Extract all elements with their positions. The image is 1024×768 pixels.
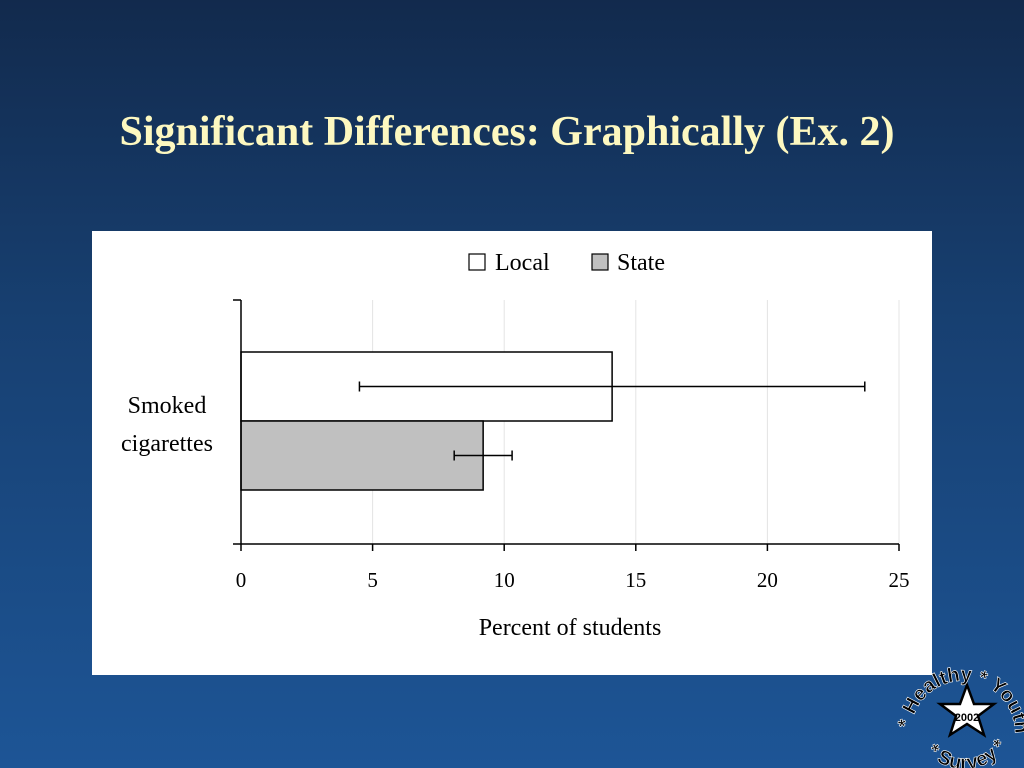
x-tick-label: 0 — [236, 568, 247, 592]
logo-year: 2002 — [955, 712, 979, 724]
svg-text:* Survey *: * Survey * — [922, 735, 1011, 768]
x-tick-label: 20 — [757, 568, 778, 592]
slide-title: Significant Differences: Graphically (Ex… — [119, 109, 895, 155]
logo-bottom-text: * Survey * — [922, 735, 1012, 768]
legend-swatch-local — [468, 253, 486, 271]
category-label: Smoked — [128, 393, 207, 419]
legend-label-state: State — [617, 250, 665, 276]
legend-label-local: Local — [495, 250, 550, 276]
chart-panel: 0 5 10 15 20 25 Percent of students Smoked cigar… — [92, 231, 932, 675]
x-tick-label: 25 — [889, 568, 910, 592]
bar-state — [240, 420, 484, 491]
x-tick-label: 5 — [367, 568, 378, 592]
bar-chart: 0 5 10 15 20 25 Percent of students Smoked cigar… — [121, 250, 910, 641]
star-icon — [936, 681, 998, 738]
x-tick-label: 10 — [494, 568, 515, 592]
healthy-youth-survey-logo: 2002 * Healthy * Youth * Survey * — [894, 663, 1024, 768]
legend-swatch-state — [591, 253, 609, 271]
category-label: cigarettes — [121, 431, 213, 457]
x-tick-label: 15 — [625, 568, 646, 592]
x-axis-title: Percent of students — [479, 615, 662, 641]
